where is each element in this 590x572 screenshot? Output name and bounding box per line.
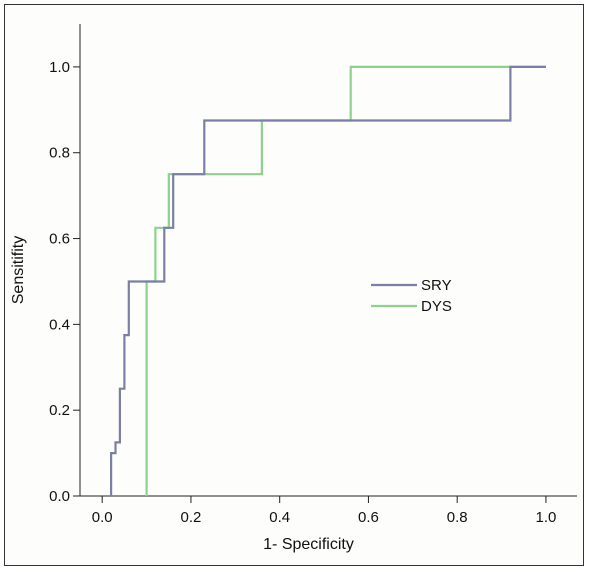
y-tick-label: 1.0 xyxy=(49,59,70,76)
x-ticks: 0.0 0.2 0.4 0.6 0.8 1.0 xyxy=(92,496,557,526)
y-ticks: 0.0 0.2 0.4 0.6 0.8 1.0 xyxy=(49,59,80,505)
y-axis-label: Sensitifity xyxy=(10,236,27,304)
x-tick-label: 0.2 xyxy=(181,509,202,526)
y-tick-label: 0.2 xyxy=(49,402,70,419)
y-tick-label: 0.8 xyxy=(49,145,70,162)
roc-chart: 0.0 0.2 0.4 0.6 0.8 1.0 0.0 0.2 0.4 0.6 0.8 1.0 SR… xyxy=(10,24,577,553)
legend-label-dys: DYS xyxy=(421,298,452,315)
series-line-sry xyxy=(109,65,546,496)
plot-axes xyxy=(79,24,577,497)
figure-frame: 0.0 0.2 0.4 0.6 0.8 1.0 0.0 0.2 0.4 0.6 0.8 1.0 SR… xyxy=(4,4,584,566)
y-tick-label: 0.4 xyxy=(49,316,70,333)
x-tick-label: 0.0 xyxy=(92,509,113,526)
y-tick-label: 0.6 xyxy=(49,231,70,248)
series-layer xyxy=(109,65,546,496)
x-tick-label: 0.6 xyxy=(358,509,379,526)
x-tick-label: 0.8 xyxy=(447,509,468,526)
series-line-dys xyxy=(145,65,546,496)
legend-label-sry: SRY xyxy=(421,277,452,294)
x-tick-label: 0.4 xyxy=(269,509,290,526)
x-axis-label: 1- Specificity xyxy=(263,536,354,553)
legend: SRY DYS xyxy=(371,277,452,315)
y-tick-label: 0.0 xyxy=(49,488,70,505)
x-tick-label: 1.0 xyxy=(536,509,557,526)
